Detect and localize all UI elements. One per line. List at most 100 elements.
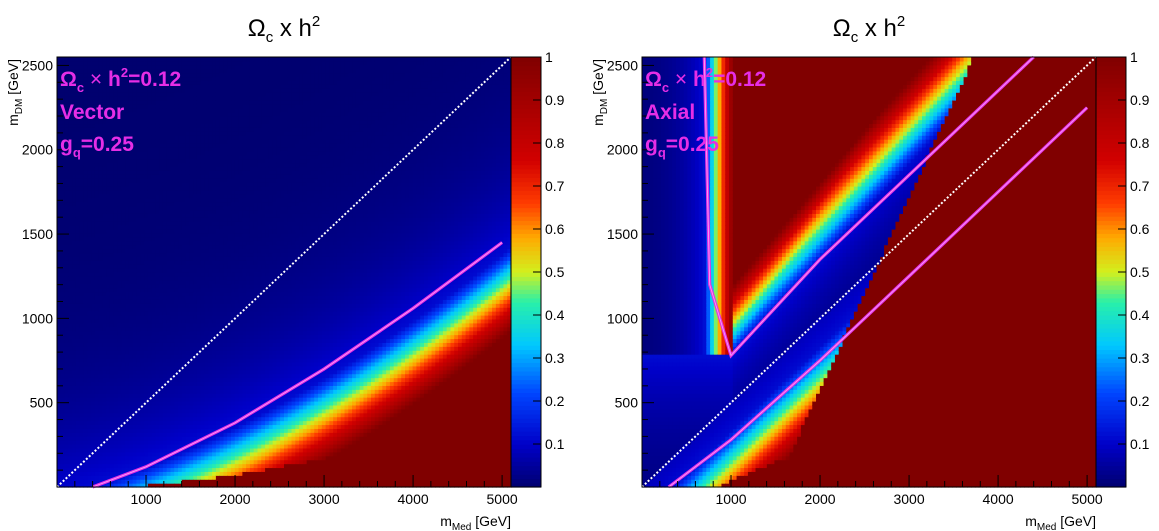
- heatmap-cell: [136, 147, 140, 152]
- heatmap-cell: [57, 225, 61, 230]
- heatmap-cell: [91, 249, 95, 254]
- heatmap-cell: [136, 166, 140, 171]
- heatmap-cell: [76, 280, 80, 285]
- heatmap-cell: [136, 260, 140, 265]
- heatmap-cell: [167, 151, 171, 156]
- heatmap-cell: [57, 342, 61, 347]
- heatmap-cell: [121, 346, 125, 351]
- heatmap-cell: [171, 421, 175, 426]
- heatmap-cell: [133, 385, 137, 390]
- heatmap-cell: [182, 413, 186, 418]
- heatmap-cell: [121, 272, 125, 277]
- heatmap-cell: [171, 295, 175, 300]
- heatmap-cell: [83, 346, 87, 351]
- heatmap-cell: [174, 92, 178, 97]
- heatmap-cell: [118, 311, 122, 316]
- heatmap-cell: [76, 202, 80, 207]
- heatmap-cell: [76, 331, 80, 336]
- heatmap-cell: [95, 370, 99, 375]
- heatmap-cell: [99, 409, 103, 414]
- heatmap-cell: [152, 233, 156, 238]
- heatmap-cell: [148, 280, 152, 285]
- heatmap-cell: [99, 237, 103, 242]
- heatmap-cell: [99, 194, 103, 199]
- heatmap-cell: [80, 401, 84, 406]
- heatmap-cell: [61, 217, 65, 222]
- heatmap-cell: [72, 127, 76, 132]
- heatmap-cell: [155, 299, 159, 304]
- heatmap-cell: [125, 170, 129, 175]
- heatmap-cell: [129, 393, 133, 398]
- heatmap-cell: [68, 174, 72, 179]
- heatmap-cell: [121, 256, 125, 261]
- heatmap-cell: [155, 123, 159, 128]
- heatmap-cell: [110, 448, 114, 453]
- heatmap-cell: [106, 123, 110, 128]
- heatmap-cell: [83, 276, 87, 281]
- heatmap-cell: [136, 424, 140, 429]
- heatmap-cell: [61, 327, 65, 332]
- heatmap-cell: [65, 335, 69, 340]
- heatmap-cell: [133, 378, 137, 383]
- heatmap-cell: [144, 413, 148, 418]
- heatmap-cell: [68, 428, 72, 433]
- heatmap-cell: [129, 311, 133, 316]
- heatmap-cell: [155, 401, 159, 406]
- heatmap-cell: [102, 92, 106, 97]
- heatmap-cell: [91, 338, 95, 343]
- heatmap-cell: [129, 292, 133, 297]
- heatmap-cell: [152, 444, 156, 449]
- heatmap-cell: [110, 217, 114, 222]
- heatmap-cell: [167, 303, 171, 308]
- heatmap-cell: [163, 374, 167, 379]
- heatmap-cell: [171, 123, 175, 128]
- heatmap-cell: [129, 319, 133, 324]
- heatmap-cell: [167, 311, 171, 316]
- heatmap-cell: [171, 147, 175, 152]
- heatmap-cell: [99, 170, 103, 175]
- heatmap-cell: [152, 151, 156, 156]
- heatmap-cell: [72, 381, 76, 386]
- heatmap-cell: [125, 307, 129, 312]
- heatmap-cell: [178, 182, 182, 187]
- heatmap-cell: [57, 288, 61, 293]
- heatmap-cell: [110, 92, 114, 97]
- heatmap-cell: [91, 264, 95, 269]
- heatmap-cell: [57, 397, 61, 402]
- heatmap-cell: [106, 464, 110, 469]
- heatmap-cell: [152, 409, 156, 414]
- heatmap-cell: [87, 421, 91, 426]
- heatmap-cell: [106, 338, 110, 343]
- heatmap-cell: [148, 241, 152, 246]
- heatmap-cell: [144, 237, 148, 242]
- heatmap-cell: [106, 385, 110, 390]
- heatmap-cell: [121, 385, 125, 390]
- heatmap-cell: [129, 186, 133, 191]
- heatmap-cell: [171, 436, 175, 441]
- heatmap-cell: [152, 194, 156, 199]
- heatmap-cell: [87, 166, 91, 171]
- heatmap-cell: [80, 421, 84, 426]
- heatmap-cell: [102, 202, 106, 207]
- heatmap-cell: [178, 264, 182, 269]
- heatmap-cell: [83, 284, 87, 289]
- heatmap-cell: [114, 354, 118, 359]
- heatmap-cell: [80, 190, 84, 195]
- heatmap-cell: [95, 166, 99, 171]
- heatmap-cell: [91, 284, 95, 289]
- heatmap-cell: [140, 444, 144, 449]
- heatmap-cell: [178, 288, 182, 293]
- heatmap-cell: [155, 131, 159, 136]
- heatmap-cell: [133, 335, 137, 340]
- heatmap-cell: [152, 217, 156, 222]
- heatmap-cell: [72, 288, 76, 293]
- heatmap-cell: [136, 120, 140, 125]
- heatmap-cell: [178, 217, 182, 222]
- heatmap-cell: [129, 436, 133, 441]
- heatmap-cell: [121, 268, 125, 273]
- heatmap-cell: [121, 88, 125, 93]
- heatmap-cell: [87, 221, 91, 226]
- heatmap-cell: [140, 448, 144, 453]
- heatmap-cell: [95, 303, 99, 308]
- heatmap-cell: [72, 338, 76, 343]
